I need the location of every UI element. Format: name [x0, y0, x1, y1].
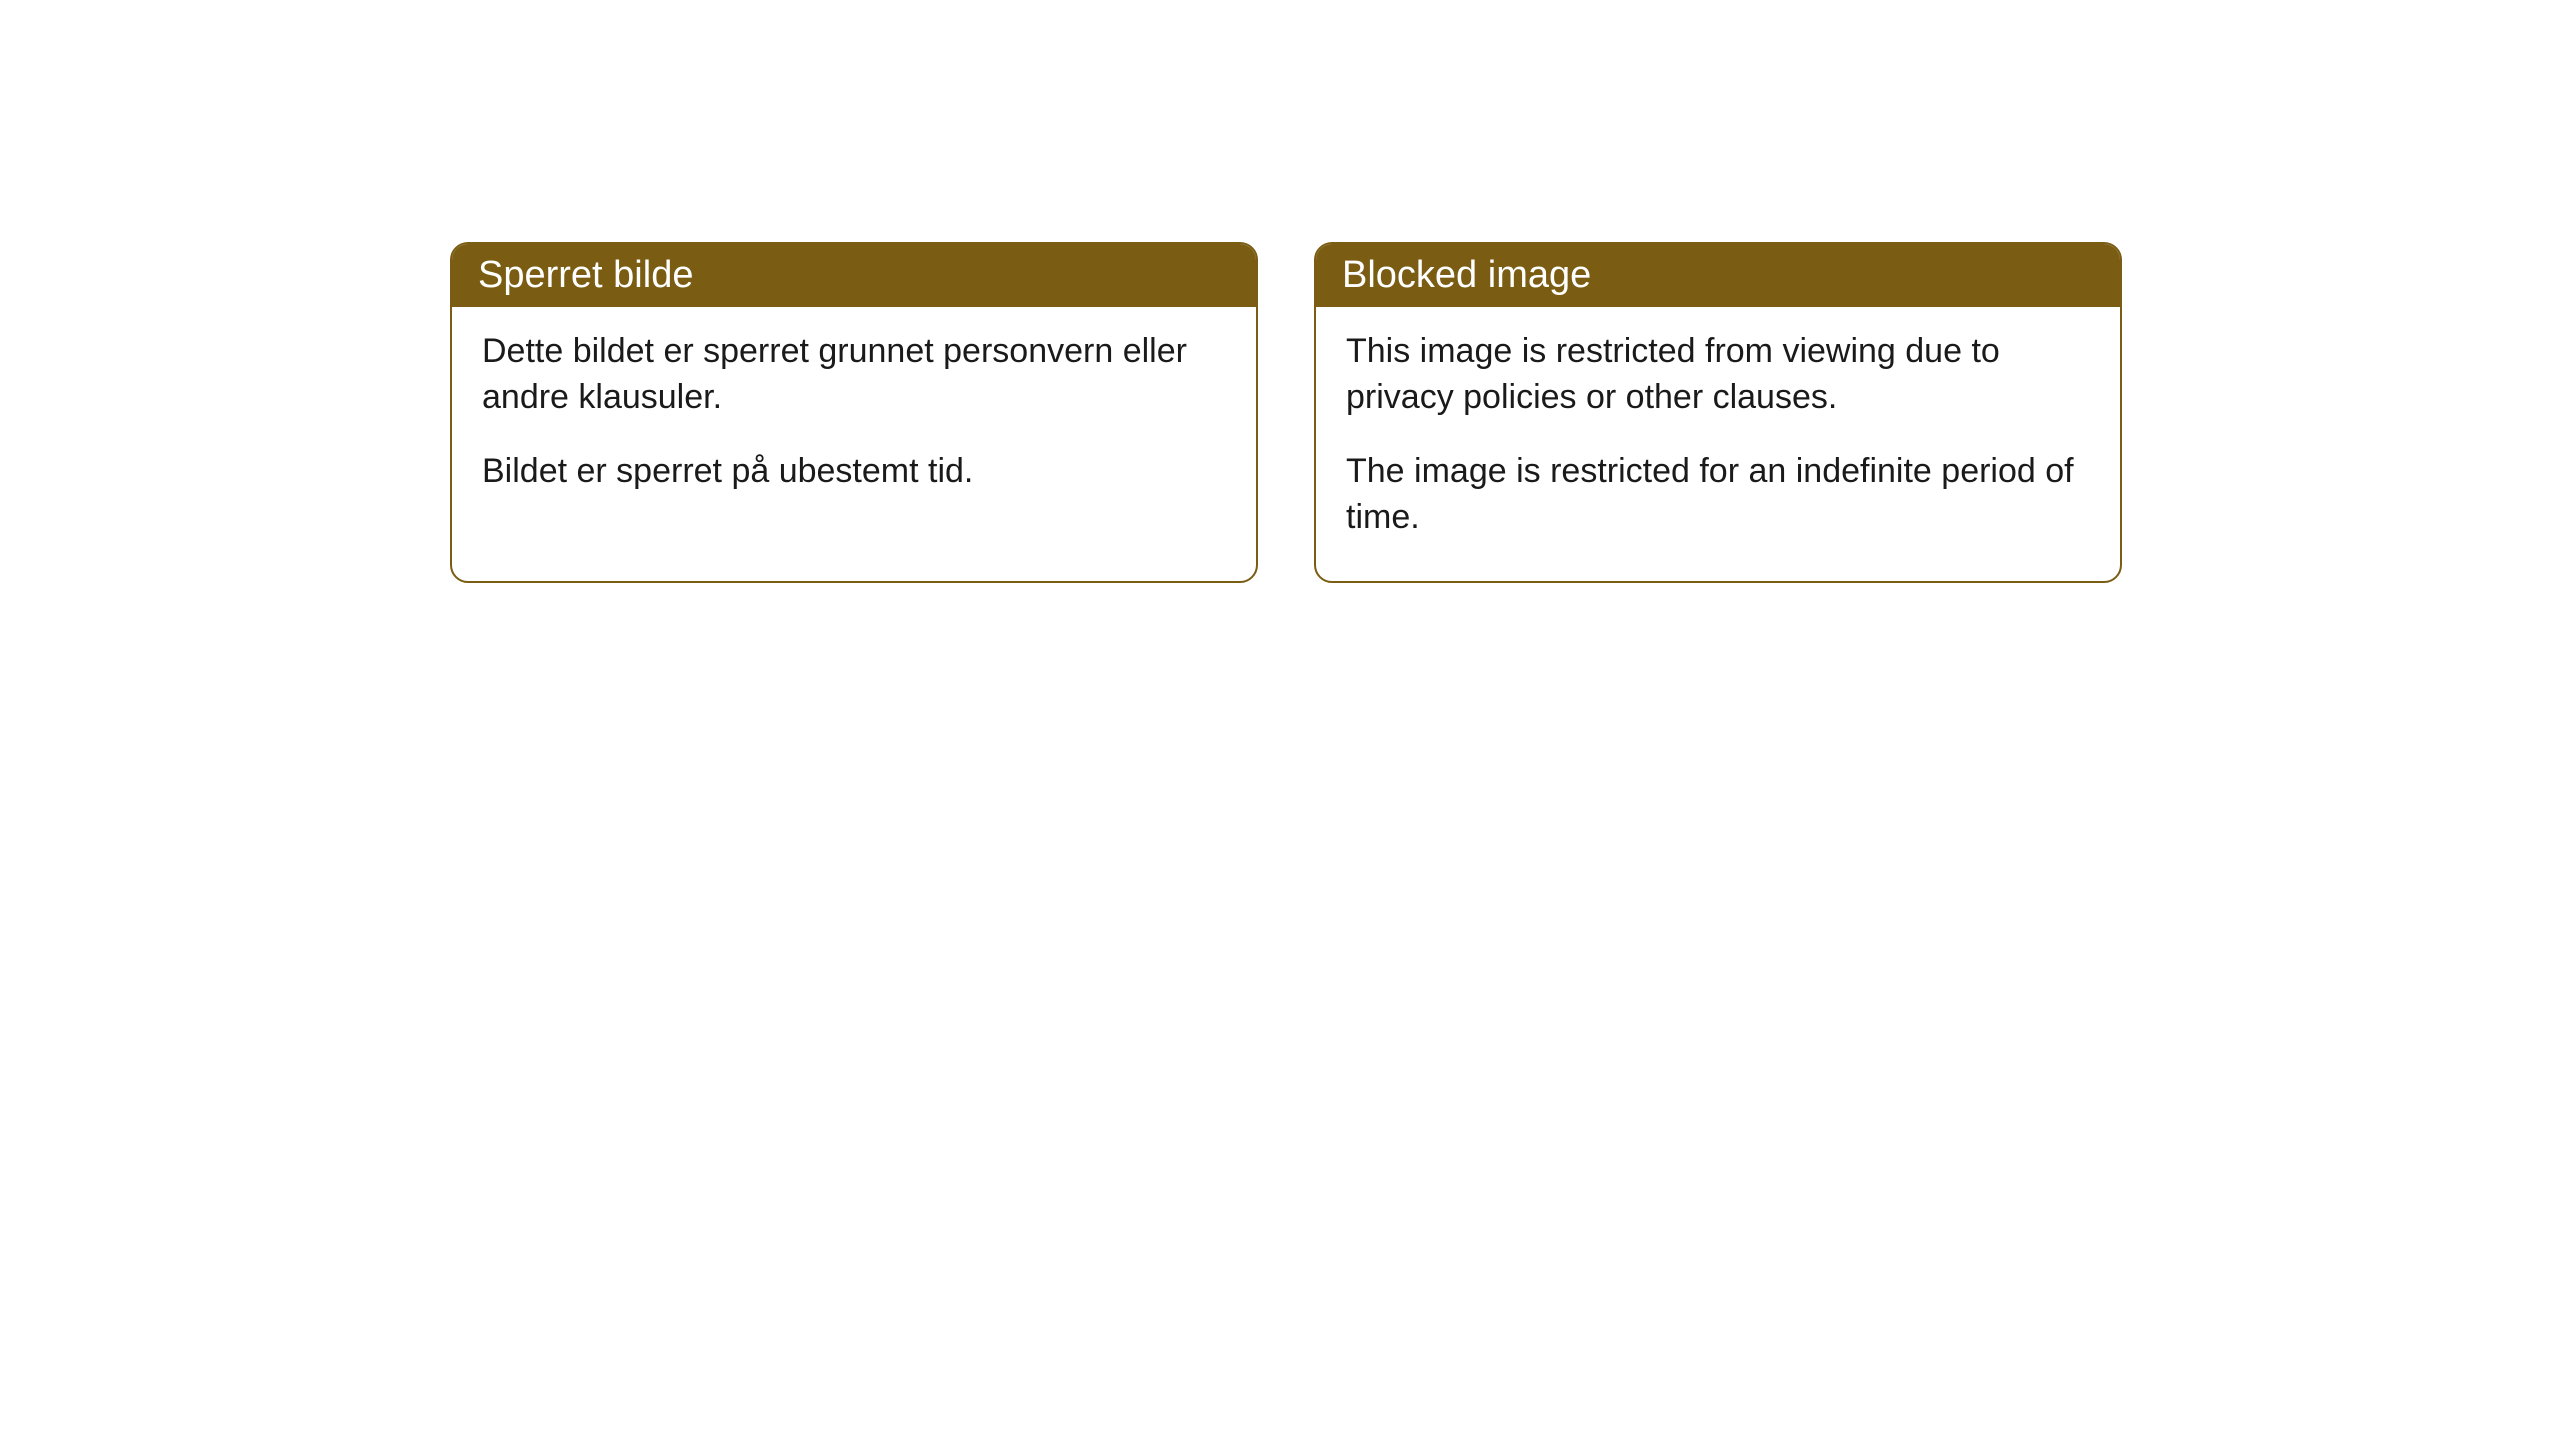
card-header-english: Blocked image [1316, 244, 2120, 307]
cards-container: Sperret bilde Dette bildet er sperret gr… [450, 242, 2122, 583]
card-norwegian: Sperret bilde Dette bildet er sperret gr… [450, 242, 1258, 583]
card-title: Sperret bilde [478, 254, 693, 296]
card-paragraph: Dette bildet er sperret grunnet personve… [482, 329, 1226, 421]
card-body-norwegian: Dette bildet er sperret grunnet personve… [452, 307, 1256, 535]
card-paragraph: Bildet er sperret på ubestemt tid. [482, 449, 1226, 495]
card-body-english: This image is restricted from viewing du… [1316, 307, 2120, 581]
card-title: Blocked image [1342, 254, 1591, 296]
card-paragraph: The image is restricted for an indefinit… [1346, 449, 2090, 541]
card-header-norwegian: Sperret bilde [452, 244, 1256, 307]
card-paragraph: This image is restricted from viewing du… [1346, 329, 2090, 421]
card-english: Blocked image This image is restricted f… [1314, 242, 2122, 583]
